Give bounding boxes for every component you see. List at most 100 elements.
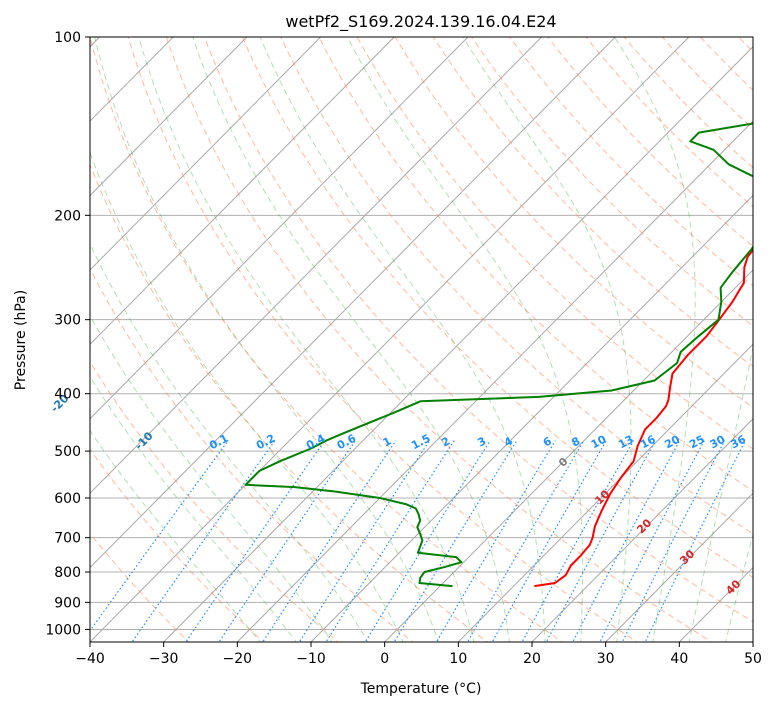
moist-adiabat-line: [90, 314, 333, 642]
isotherm-line: [310, 194, 753, 642]
moist-adiabat-line: [346, 37, 584, 642]
background-lines: [90, 24, 775, 645]
y-tick-label: 300: [54, 313, 81, 329]
y-tick-label: 900: [54, 595, 81, 611]
x-tick-label: 50: [744, 651, 762, 667]
mixing-ratio-line: [491, 440, 607, 642]
mixing-ratio-line: [364, 440, 491, 642]
mixing-ratio-label: 10: [589, 433, 609, 452]
dry-adiabat-line: [90, 448, 265, 642]
mixing-ratio-line: [131, 440, 276, 642]
plot-area: 0.10.20.40.611.52346810131620253036-100-…: [48, 24, 775, 645]
series-layer: [244, 122, 753, 588]
mixing-ratio-label: 6: [541, 434, 554, 449]
y-axis-ticks: 100 200 300 400 500 600 700 800 900 1000: [45, 30, 90, 638]
dry-adiabat-line: [737, 37, 753, 53]
mixing-ratio-line: [185, 440, 326, 642]
mixing-ratio-label: 1.5: [409, 432, 432, 453]
dry-adiabat-line: [470, 37, 753, 327]
x-tick-label: 30: [597, 651, 615, 667]
moist-adiabat-line: [462, 37, 632, 642]
y-tick-label: 100: [54, 30, 81, 46]
mixing-ratio-line: [325, 440, 455, 642]
dry-adiabat-line: [90, 163, 489, 642]
dry-adiabat-line: [203, 37, 753, 623]
x-tick-label: 10: [449, 651, 467, 667]
mixing-ratio-label: 25: [687, 433, 707, 452]
dry-adiabat-line: [165, 37, 713, 642]
y-tick-label: 400: [54, 387, 81, 403]
pressure-grid: [90, 36, 753, 630]
temperature-profile: [534, 248, 753, 588]
dry-adiabat-line: [90, 360, 340, 642]
isotherm-line: [457, 343, 753, 642]
dry-adiabat-line: [585, 37, 753, 208]
mixing-ratio-line: [218, 440, 356, 642]
moist-adiabat-line: [90, 429, 261, 642]
y-tick-label: 200: [54, 208, 81, 224]
moist-adiabat-line: [725, 532, 753, 642]
x-tick-label: −10: [296, 651, 326, 667]
x-tick-label: 0: [380, 651, 389, 667]
isotherm-line: [90, 37, 469, 420]
mixing-ratio-label: 0.4: [304, 432, 328, 453]
y-tick-label: 700: [54, 531, 81, 547]
isotherm-line: [90, 37, 248, 197]
dewpoint-profile: [244, 122, 753, 588]
moist-adiabat-line: [90, 375, 297, 642]
plot-frame: [89, 36, 754, 643]
mixing-ratio-line: [621, 440, 726, 642]
isotherm-line: [90, 37, 322, 271]
dry-adiabat-line: [90, 267, 414, 642]
mixing-ratio-label: 13: [616, 433, 636, 452]
x-axis-ticks: −40 −30 −20 −10 0 10 20 30 40 50: [75, 642, 762, 667]
x-tick-label: 20: [523, 651, 541, 667]
mixing-ratio-line: [466, 440, 585, 642]
moist-adiabat-label: 10: [592, 487, 612, 507]
dry-adiabat-line: [127, 37, 638, 642]
chart-title: wetPf2_S169.2024.139.16.04.E24: [285, 12, 556, 32]
isotherm-line: [531, 418, 753, 642]
mixing-ratio-label: 16: [638, 433, 658, 452]
y-tick-label: 1000: [45, 622, 81, 638]
mixing-ratio-label: 8: [569, 434, 582, 449]
moist-adiabat-line: [688, 344, 753, 642]
mixing-ratio-line: [545, 440, 657, 642]
isotherm-line: [90, 37, 395, 346]
moist-adiabat-line: [138, 37, 475, 642]
mixing-ratio-line: [90, 440, 229, 632]
moist-adiabat-label: 0: [556, 455, 571, 470]
moist-adiabat-line: [192, 37, 510, 642]
line-labels: 0.10.20.40.611.52346810131620253036-100-…: [48, 392, 748, 598]
y-axis-label: Pressure (hPa): [13, 290, 29, 390]
isotherm-line: [162, 46, 753, 642]
x-tick-label: −40: [75, 651, 105, 667]
moist-adiabat-line: [90, 242, 369, 642]
y-tick-label: 500: [54, 444, 81, 460]
y-tick-label: 600: [54, 491, 81, 507]
moist-adiabat-label: 30: [677, 547, 697, 567]
mixing-ratio-label: 30: [708, 433, 728, 452]
x-axis-label: Temperature (°C): [360, 681, 482, 697]
mixing-ratio-line: [599, 440, 705, 642]
x-tick-label: 40: [670, 651, 688, 667]
dry-adiabat-line: [661, 37, 753, 130]
mixing-ratio-label: 20: [662, 433, 682, 452]
dry-adiabat-line: [764, 24, 775, 645]
dry-adiabat-line: [394, 37, 753, 409]
isotherm-line: [604, 492, 753, 642]
moist-adiabat-line: [94, 37, 440, 642]
dry-adiabat-line: [318, 37, 753, 492]
y-tick-label: 800: [54, 565, 81, 581]
dry-adiabat-line: [432, 37, 753, 368]
isotherm-line: [90, 37, 690, 642]
x-tick-label: −20: [223, 651, 253, 667]
mixing-ratio-line: [298, 440, 431, 642]
moist-adiabat-line: [614, 37, 696, 642]
isotherm-line: [752, 641, 753, 642]
dry-adiabat-label: -10: [132, 429, 155, 452]
mixing-ratio-line: [262, 440, 397, 642]
dry-adiabat-line: [90, 37, 564, 642]
moist-adiabat-line: [259, 37, 546, 642]
